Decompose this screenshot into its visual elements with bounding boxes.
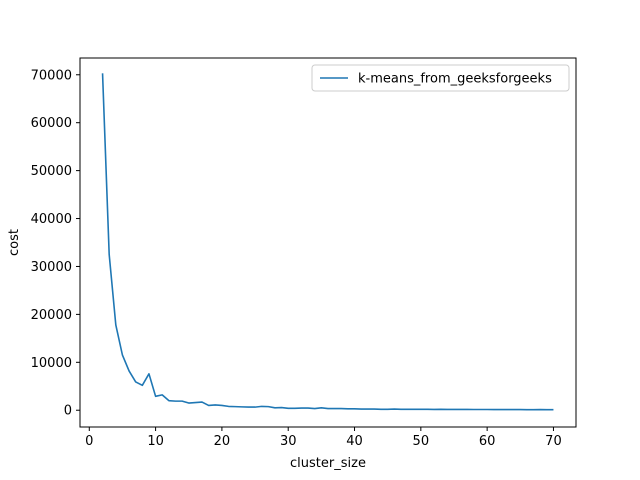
y-tick-label: 20000	[31, 308, 72, 323]
plot-frame	[79, 57, 577, 428]
x-tick-label: 40	[346, 434, 363, 449]
x-tick-label: 70	[545, 434, 562, 449]
y-tick-label: 50000	[31, 164, 72, 179]
x-tick-label: 10	[147, 434, 164, 449]
y-axis-title: cost	[7, 229, 22, 256]
y-tick-label: 30000	[31, 260, 72, 275]
x-tick-label: 60	[479, 434, 496, 449]
x-tick-label: 0	[85, 434, 93, 449]
y-axis: 0 10000 20000 30000 40000 50000 60000 70000	[31, 68, 80, 419]
y-tick-label: 70000	[31, 68, 72, 83]
x-tick-label: 20	[214, 434, 231, 449]
legend-label: k-means_from_geeksforgeeks	[358, 72, 552, 87]
legend: k-means_from_geeksforgeeks	[311, 64, 570, 92]
y-tick-label: 0	[64, 404, 72, 419]
x-axis: 0 10 20 30 40 50 60 70	[85, 427, 562, 449]
x-tick-label: 30	[280, 434, 297, 449]
legend-box	[311, 64, 570, 92]
x-axis-title: cluster_size	[290, 456, 366, 471]
y-tick-label: 60000	[31, 116, 72, 131]
series-line-0	[101, 73, 554, 411]
y-tick-label: 40000	[31, 212, 72, 227]
x-tick-label: 50	[413, 434, 430, 449]
plot-area	[79, 57, 577, 428]
y-tick-label: 10000	[31, 356, 72, 371]
